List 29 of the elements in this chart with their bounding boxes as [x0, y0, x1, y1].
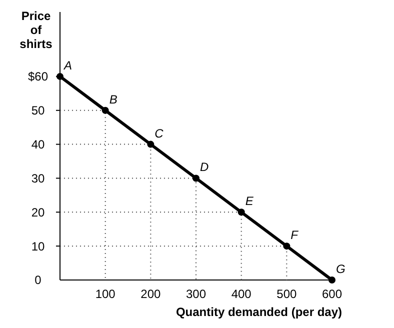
point	[328, 276, 336, 284]
y-tick-label: $60	[28, 70, 48, 84]
point	[56, 72, 64, 80]
annotation: C	[154, 126, 164, 140]
y-tick-label: 50	[31, 104, 45, 118]
point	[192, 174, 200, 182]
annotation: D	[200, 160, 209, 174]
annotation: E	[245, 194, 254, 208]
annotation: F	[290, 228, 299, 242]
annotation: G	[336, 262, 346, 276]
x-tick-label: 500	[276, 287, 297, 301]
y-axis-title: Price of shirts	[20, 9, 53, 51]
point	[238, 208, 245, 216]
y-tick-label: 20	[31, 205, 45, 220]
x-tick-label: 100	[95, 287, 116, 301]
x-tick-label: 400	[231, 287, 252, 301]
x-axis-title: Quantity demanded (per day)	[176, 305, 342, 319]
x-tick-label: 300	[186, 287, 206, 301]
annotation: A	[63, 58, 72, 72]
x-tick-label: 200	[140, 287, 161, 301]
y-tick-label: 10	[31, 239, 45, 254]
y-tick-label: 30	[31, 171, 45, 186]
point	[147, 140, 154, 148]
point	[102, 106, 109, 114]
point	[283, 242, 290, 250]
y-tick-label: 0	[34, 273, 42, 288]
x-tick-label: 600	[322, 287, 342, 301]
annotation: B	[109, 92, 118, 106]
y-tick-label: 40	[31, 138, 45, 152]
